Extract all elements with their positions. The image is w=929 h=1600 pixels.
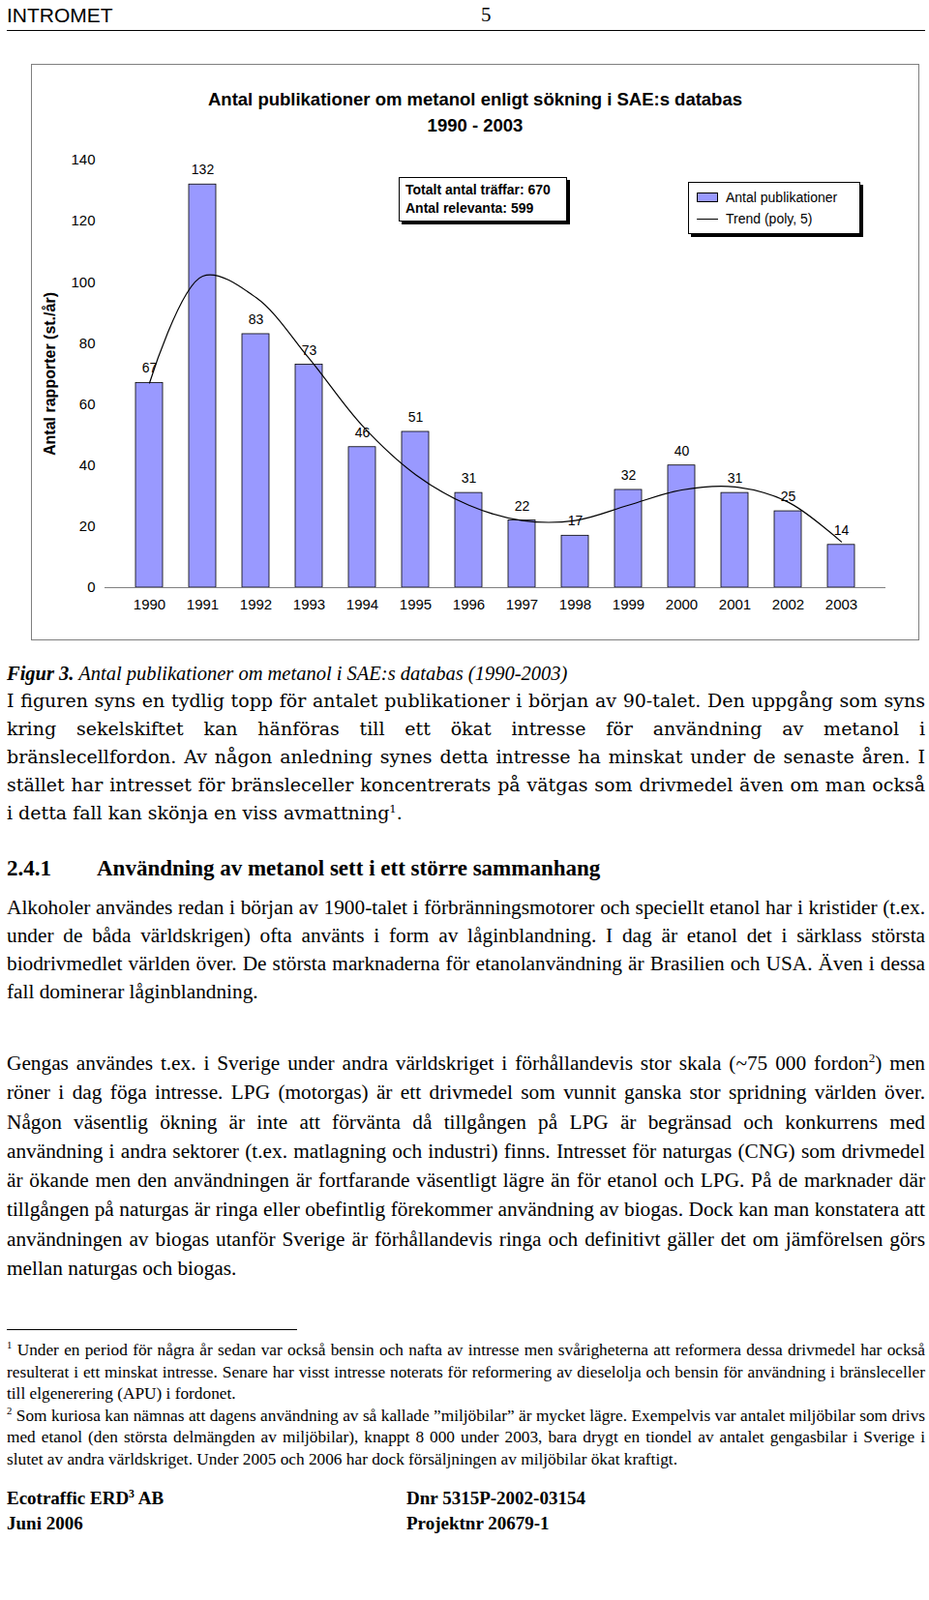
html-text:2.4.1: 2.4.1 bbox=[6, 856, 52, 881]
svg-text:40: 40 bbox=[79, 456, 96, 474]
svg-text:1994: 1994 bbox=[346, 596, 379, 613]
html-text:I figuren syns en tydlig topp: I figuren syns en tydlig topp för antale… bbox=[6, 689, 926, 824]
svg-text:0: 0 bbox=[87, 578, 95, 596]
html-text:1Under en period för några år: 1Under en period för några år sedan var … bbox=[6, 1339, 926, 1404]
svg-text:1996: 1996 bbox=[452, 596, 485, 613]
html-text:Trend (poly, 5): Trend (poly, 5) bbox=[725, 210, 813, 227]
svg-text:67: 67 bbox=[141, 360, 158, 376]
html-text:INTROMET: INTROMET bbox=[6, 3, 113, 27]
html-text:Projektnr 20679-1: Projektnr 20679-1 bbox=[406, 1513, 550, 1535]
html-text:Antal relevanta: 599: Antal relevanta: 599 bbox=[405, 200, 534, 216]
html-text:Ecotraffic ERD3AB: Ecotraffic ERD3AB bbox=[6, 1488, 164, 1510]
svg-text:31: 31 bbox=[727, 470, 744, 486]
svg-text:40: 40 bbox=[674, 443, 690, 459]
svg-text:60: 60 bbox=[79, 395, 96, 413]
svg-text:2003: 2003 bbox=[825, 596, 858, 613]
html-text:Juni 2006: Juni 2006 bbox=[6, 1513, 83, 1535]
svg-text:22: 22 bbox=[514, 498, 531, 514]
svg-text:1992: 1992 bbox=[239, 596, 272, 613]
html-text:Totalt antal träffar: 670: Totalt antal träffar: 670 bbox=[405, 181, 551, 198]
svg-text:1991: 1991 bbox=[186, 596, 219, 613]
svg-text:1995: 1995 bbox=[399, 596, 432, 613]
svg-text:1990: 1990 bbox=[133, 596, 166, 613]
svg-text:20: 20 bbox=[79, 517, 96, 535]
svg-text:132: 132 bbox=[191, 161, 215, 178]
html-text:Dnr 5315P-2002-03154: Dnr 5315P-2002-03154 bbox=[406, 1488, 586, 1510]
svg-text:14: 14 bbox=[834, 522, 850, 539]
svg-text:17: 17 bbox=[567, 513, 583, 529]
svg-text:46: 46 bbox=[354, 424, 370, 441]
svg-text:83: 83 bbox=[248, 311, 265, 328]
svg-text:Antal rapporter (st./år): Antal rapporter (st./år) bbox=[41, 292, 59, 456]
svg-text:100: 100 bbox=[70, 273, 95, 291]
svg-text:2000: 2000 bbox=[665, 596, 698, 613]
html-text:Antal publikationer: Antal publikationer bbox=[725, 189, 838, 206]
svg-text:1993: 1993 bbox=[293, 596, 326, 613]
svg-text:140: 140 bbox=[70, 150, 95, 168]
html-text:Gengas användes t.ex. i Sverig: Gengas användes t.ex. i Sverige under an… bbox=[6, 1050, 926, 1281]
svg-text:1997: 1997 bbox=[506, 596, 539, 613]
svg-text:120: 120 bbox=[70, 211, 95, 229]
svg-text:2002: 2002 bbox=[772, 596, 805, 613]
html-text:2Som kuriosa kan nämnas att da: 2Som kuriosa kan nämnas att dagens använ… bbox=[6, 1405, 926, 1469]
svg-text:1998: 1998 bbox=[559, 596, 592, 613]
html-text:Användning av metanol sett i e: Användning av metanol sett i ett större … bbox=[96, 856, 601, 881]
svg-text:31: 31 bbox=[461, 470, 478, 486]
svg-text:32: 32 bbox=[621, 467, 637, 483]
svg-text:2001: 2001 bbox=[719, 596, 751, 613]
html-text:5: 5 bbox=[480, 2, 492, 27]
svg-text:73: 73 bbox=[301, 342, 318, 359]
svg-text:80: 80 bbox=[79, 334, 96, 352]
svg-text:1999: 1999 bbox=[612, 596, 645, 613]
html-text:Antal publikationer om metanol: Antal publikationer om metanol enligt sö… bbox=[208, 89, 743, 136]
svg-text:25: 25 bbox=[780, 488, 796, 505]
svg-text:51: 51 bbox=[408, 409, 424, 425]
html-text:Figur 3. Antal publikationer o: Figur 3. Antal publikationer om metanol … bbox=[6, 662, 568, 685]
html-text:Alkoholer användes redan i bör: Alkoholer användes redan i början av 190… bbox=[6, 896, 926, 1004]
